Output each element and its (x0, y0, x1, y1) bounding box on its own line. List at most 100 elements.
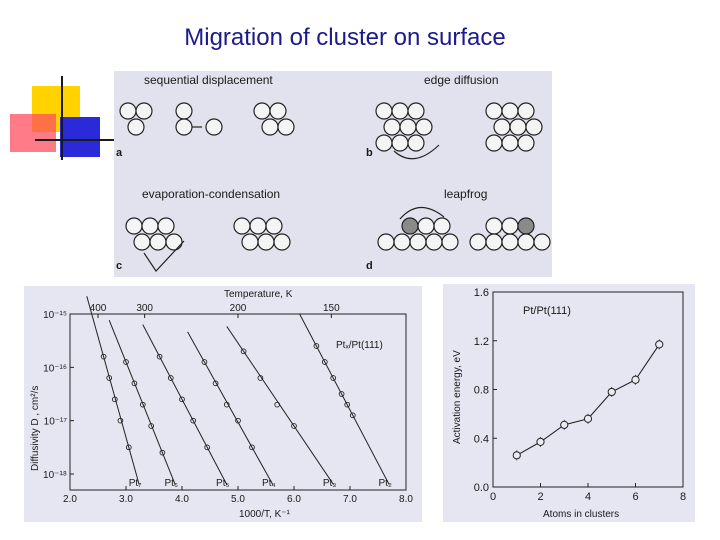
data-point (123, 359, 129, 365)
atom-circle (493, 118, 511, 136)
atom-circle (517, 134, 535, 152)
diffusivity-chart-y-label: Diffusivity D , cm²/s (30, 386, 41, 471)
atom-circle (149, 233, 167, 251)
series-label: Pt₅ (216, 478, 229, 489)
atom-circle (249, 217, 267, 235)
series-label: Pt₇ (129, 478, 142, 489)
atom-circle (141, 217, 159, 235)
data-point (257, 375, 264, 381)
top-tick-label: 200 (230, 303, 247, 314)
atom-circle (393, 233, 411, 251)
activation-chart-y-label: Activation energy, eV (452, 350, 463, 444)
data-point (131, 380, 138, 387)
data-point (607, 387, 616, 397)
atom-circle (425, 233, 443, 251)
motion-arrow (393, 144, 440, 160)
atom-circle (391, 134, 409, 152)
x-tick-label: 4 (585, 491, 591, 503)
atom-circle (377, 233, 395, 251)
atom-circle (409, 233, 427, 251)
atom-circle (205, 118, 223, 136)
data-point (204, 444, 211, 451)
diffusivity-chart-panel: Temperature, K 1000/T, K⁻¹ Diffusivity D… (24, 286, 422, 522)
data-point (100, 353, 107, 360)
atom-circle (391, 102, 409, 120)
mechanism-a-letter: a (116, 147, 123, 159)
atom-circle (501, 102, 519, 120)
x-tick-label: 7.0 (343, 494, 357, 505)
series-label: Pt₄ (262, 478, 276, 489)
atom-circle (441, 233, 459, 251)
atom-circle (135, 102, 153, 120)
data-point (249, 444, 255, 451)
data-point (223, 401, 230, 408)
atom-circle (485, 134, 503, 152)
mechanism-c-label: evaporation-condensation (142, 187, 280, 201)
x-tick-label: 2 (537, 491, 543, 503)
atom-circle (119, 102, 137, 120)
data-point (344, 401, 351, 408)
diffusivity-chart-x-label: 1000/T, K⁻¹ (239, 509, 291, 520)
mechanism-b-letter: b (366, 147, 373, 159)
data-point (117, 417, 124, 424)
fit-line (142, 324, 228, 485)
y-tick-label: 10⁻¹⁵ (43, 310, 67, 321)
data-point (167, 375, 174, 381)
atom-circle (407, 102, 425, 120)
data-point (291, 423, 297, 429)
mechanism-a-label: sequential displacement (144, 73, 273, 87)
data-point (190, 417, 197, 424)
data-point (338, 391, 345, 397)
y-tick-label: 0.4 (474, 433, 489, 445)
data-point (212, 380, 219, 387)
atom-circle (485, 233, 503, 251)
x-tick-label: 5.0 (231, 494, 245, 505)
data-point (349, 412, 356, 419)
atom-circle (501, 217, 519, 235)
activation-chart-panel: Pt/Pt(111) Atoms in clusters Activation … (443, 284, 695, 522)
fit-line (226, 326, 335, 485)
y-tick-label: 10⁻¹⁸ (43, 470, 67, 481)
data-point (148, 423, 155, 429)
activation-chart-x-label: Atoms in clusters (543, 509, 619, 520)
atom-circle (485, 217, 503, 235)
data-point (156, 353, 163, 360)
activation-energy-chart: Pt/Pt(111) Atoms in clusters Activation … (452, 287, 686, 520)
x-tick-label: 0 (490, 491, 496, 503)
data-point (111, 396, 118, 403)
atom-circle (261, 118, 279, 136)
atom-circle (433, 217, 451, 235)
mechanism-c-letter: c (116, 260, 122, 272)
data-point (240, 348, 247, 355)
mechanism-d-letter: d (366, 260, 373, 272)
y-tick-label: 1.6 (474, 287, 489, 299)
diffusivity-chart-title: Temperature, K (224, 289, 293, 300)
data-point (125, 444, 132, 451)
atom-circle (165, 233, 183, 251)
atom-circle (401, 217, 419, 235)
atom-circle (375, 102, 393, 120)
atom-circle (525, 118, 543, 136)
plot-frame (492, 291, 684, 488)
data-point (201, 359, 208, 365)
mechanism-b-label: edge diffusion (424, 73, 499, 87)
top-tick-label: 400 (90, 303, 107, 314)
atom-circle (175, 102, 193, 120)
x-tick-label: 4.0 (175, 494, 189, 505)
data-point (536, 437, 545, 447)
data-point (106, 375, 113, 381)
data-point (274, 401, 281, 408)
atom-circle (383, 118, 401, 136)
mechanism-d-label: leapfrog (444, 187, 487, 201)
x-tick-label: 6.0 (287, 494, 301, 505)
x-tick-label: 6 (632, 491, 638, 503)
atom-circle (127, 118, 145, 136)
data-point (321, 359, 328, 365)
mechanisms-panel: sequential displacement edge diffusion e… (114, 71, 552, 277)
x-tick-label: 8 (680, 491, 686, 503)
diffusivity-chart-annotation: Ptₓ/Pt(111) (336, 340, 383, 351)
data-point (655, 340, 664, 349)
y-tick-label: 1.2 (474, 336, 489, 348)
atom-circle (273, 233, 291, 251)
data-point (631, 375, 640, 384)
